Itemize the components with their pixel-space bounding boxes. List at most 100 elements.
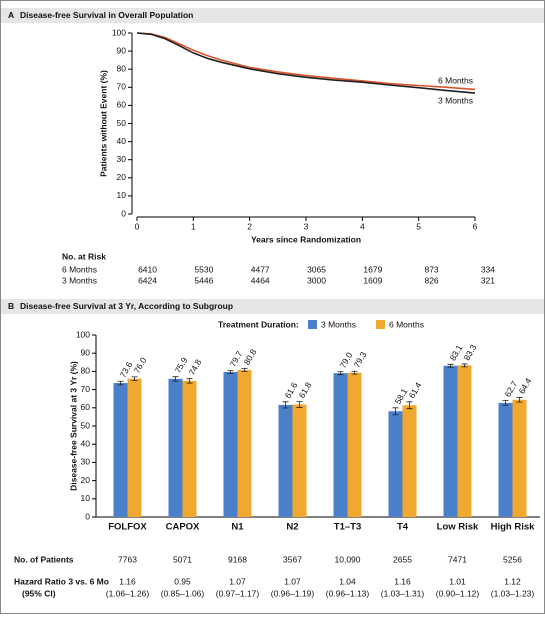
y-axis-title: Disease-free Survival at 3 Yr (%) bbox=[68, 361, 78, 491]
panel-title: Disease-free Survival at 3 Yr, According… bbox=[20, 301, 233, 311]
bar bbox=[127, 378, 142, 517]
risk-count: 6410 bbox=[138, 264, 157, 274]
bar bbox=[402, 405, 417, 517]
category-label: CAPOX bbox=[166, 522, 200, 533]
risk-table-title: No. at Risk bbox=[62, 251, 106, 261]
risk-count: 4477 bbox=[251, 264, 270, 274]
error-bar bbox=[516, 397, 523, 403]
legend-label: 6 Months bbox=[389, 319, 424, 329]
survival-curve bbox=[136, 32, 476, 94]
hazard-ratio-ci: (0.90–1.12) bbox=[436, 588, 480, 598]
category-label: High Risk bbox=[491, 522, 536, 533]
risk-count: 826 bbox=[424, 275, 438, 285]
risk-count: 6424 bbox=[138, 275, 157, 285]
risk-count: 334 bbox=[481, 264, 495, 274]
hazard-ratio-ci: (1.03–1.31) bbox=[381, 588, 425, 598]
legend-label: 3 Months bbox=[321, 319, 356, 329]
error-bar bbox=[392, 407, 399, 416]
y-tick-label: 60 bbox=[81, 402, 91, 412]
hazard-ratio: 1.01 bbox=[449, 576, 466, 586]
hazard-ratio: 1.04 bbox=[339, 576, 356, 586]
bar bbox=[292, 404, 307, 517]
legend-title: Treatment Duration: bbox=[218, 319, 299, 329]
error-bar bbox=[447, 363, 454, 368]
bar bbox=[237, 369, 252, 517]
risk-count: 321 bbox=[481, 275, 495, 285]
bar bbox=[278, 404, 293, 517]
y-tick-label: 30 bbox=[81, 457, 91, 467]
error-bar bbox=[351, 370, 358, 375]
legend-swatch bbox=[308, 320, 317, 329]
risk-count: 1609 bbox=[363, 275, 382, 285]
bar bbox=[333, 373, 348, 517]
y-tick-label: 40 bbox=[81, 438, 91, 448]
risk-count: 1679 bbox=[363, 264, 382, 274]
y-tick-label: 50 bbox=[117, 118, 127, 128]
category-label: Low Risk bbox=[437, 522, 479, 533]
hazard-ratio-title: (95% CI) bbox=[22, 588, 56, 598]
y-axis-title: Patients without Event (%) bbox=[98, 70, 108, 177]
bar bbox=[347, 372, 362, 517]
category-label: T4 bbox=[397, 522, 409, 533]
bar bbox=[182, 380, 197, 517]
panel-title: Disease-free Survival in Overall Populat… bbox=[20, 10, 193, 20]
risk-count: 3065 bbox=[307, 264, 326, 274]
y-tick-label: 40 bbox=[117, 136, 127, 146]
hazard-ratio-ci: (1.06–1.26) bbox=[106, 588, 150, 598]
hazard-ratio: 1.07 bbox=[229, 576, 246, 586]
patients-title: No. of Patients bbox=[14, 554, 74, 564]
error-bar bbox=[241, 368, 248, 372]
bar bbox=[512, 399, 527, 517]
y-tick-label: 60 bbox=[117, 100, 127, 110]
error-bar bbox=[172, 376, 179, 382]
category-label: FOLFOX bbox=[108, 522, 147, 533]
patient-count: 9168 bbox=[228, 554, 247, 564]
hazard-ratio-ci: (0.96–1.19) bbox=[271, 588, 315, 598]
series-label: 6 Months bbox=[438, 76, 473, 86]
hazard-ratio-ci: (0.97–1.17) bbox=[216, 588, 260, 598]
y-tick-label: 0 bbox=[85, 511, 90, 521]
patient-count: 5256 bbox=[503, 554, 522, 564]
bar bbox=[388, 411, 403, 517]
y-tick-label: 20 bbox=[81, 475, 91, 485]
x-tick-label: 0 bbox=[135, 221, 140, 231]
hazard-ratio-title: Hazard Ratio 3 vs. 6 Mo bbox=[14, 576, 109, 586]
error-bar bbox=[282, 401, 289, 409]
bar bbox=[443, 365, 458, 517]
risk-count: 5446 bbox=[194, 275, 213, 285]
error-bar bbox=[461, 363, 468, 368]
category-label: T1–T3 bbox=[334, 522, 361, 533]
y-tick-label: 10 bbox=[81, 493, 91, 503]
risk-count: 873 bbox=[424, 264, 438, 274]
y-tick-label: 90 bbox=[117, 45, 127, 55]
y-tick-label: 20 bbox=[117, 172, 127, 182]
y-tick-label: 0 bbox=[121, 208, 126, 218]
category-label: N1 bbox=[231, 522, 244, 533]
risk-row-label: 6 Months bbox=[62, 264, 97, 274]
hazard-ratio: 0.95 bbox=[174, 576, 191, 586]
bar bbox=[457, 365, 472, 517]
patient-count: 2655 bbox=[393, 554, 412, 564]
y-tick-label: 100 bbox=[76, 329, 90, 339]
hazard-ratio-ci: (0.96–1.13) bbox=[326, 588, 370, 598]
bar bbox=[498, 402, 513, 517]
hazard-ratio-ci: (1.03–1.23) bbox=[491, 588, 535, 598]
error-bar bbox=[296, 401, 303, 408]
patient-count: 3567 bbox=[283, 554, 302, 564]
x-tick-label: 1 bbox=[191, 221, 196, 231]
x-tick-label: 2 bbox=[247, 221, 252, 231]
patient-count: 5071 bbox=[173, 554, 192, 564]
legend-swatch bbox=[376, 320, 385, 329]
panel-header bbox=[1, 8, 544, 23]
patient-count: 7763 bbox=[118, 554, 137, 564]
error-bar bbox=[406, 401, 413, 410]
error-bar bbox=[131, 376, 138, 381]
survival-curve bbox=[136, 32, 476, 91]
y-tick-label: 10 bbox=[117, 190, 127, 200]
hazard-ratio: 1.07 bbox=[284, 576, 301, 586]
x-tick-label: 5 bbox=[416, 221, 421, 231]
hazard-ratio: 1.16 bbox=[394, 576, 411, 586]
error-bar bbox=[337, 371, 344, 376]
y-tick-label: 50 bbox=[81, 420, 91, 430]
